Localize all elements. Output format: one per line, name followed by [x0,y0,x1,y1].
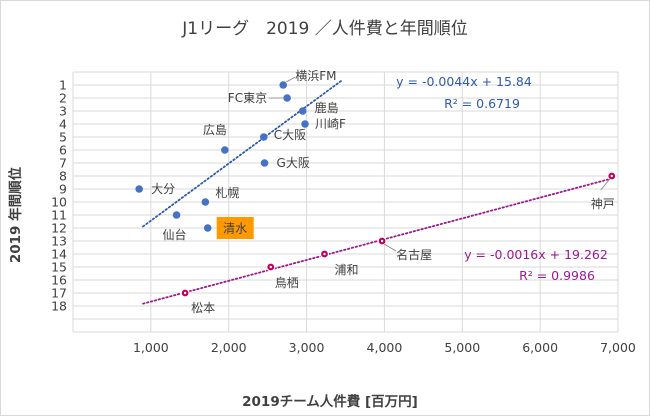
x-tick-label: 5,000 [444,340,480,355]
point-label: 仙台 [163,227,187,242]
x-tick-label: 2,000 [211,340,247,355]
y-tick-label: 1 [59,78,67,93]
point-label: 清水 [223,222,247,236]
label-leader-line [383,243,397,252]
y-tick-label: 18 [51,299,67,314]
trend-r2: R² = 0.6719 [444,96,520,111]
point-label: 広島 [203,122,227,137]
data-point [301,120,309,128]
y-tick-label: 16 [51,273,67,288]
gridlines [72,71,619,333]
x-axis-title: 2019チーム人件費 [百万円] [242,393,418,410]
label-leader-line [600,178,611,191]
data-point [172,211,181,219]
point-label: 大分 [151,182,175,196]
data-point-center [323,252,326,256]
x-tick-label: 4,000 [367,340,403,355]
y-tick-label: 6 [59,143,67,158]
data-point [260,159,269,167]
point-label: 浦和 [334,263,358,277]
data-point [135,185,143,193]
point-label: FC東京 [228,91,267,105]
point-label: 松本 [191,301,215,315]
point-label: 名古屋 [396,247,432,262]
data-point-center [610,174,613,178]
y-tick-label: 2 [59,91,67,106]
x-tick-label: 1,000 [133,340,169,355]
data-point [283,94,291,102]
y-tick-label: 15 [51,260,67,275]
y-tick-label: 9 [59,182,67,197]
data-point-center [269,265,272,269]
point-label: 札幌 [215,185,239,200]
y-tick-label: 17 [51,286,67,301]
y-tick-label: 5 [59,130,67,145]
data-point [298,107,307,115]
point-label: 神戸 [591,197,615,211]
x-tick-label: 6,000 [522,340,558,355]
point-label: 鳥栖 [275,275,299,290]
point-label: 横浜FM [295,69,336,83]
y-tick-label: 3 [59,104,67,119]
trend-r2: R² = 0.9986 [519,268,595,283]
point-labels: y = -0.0044x + 15.84 R² = 0.6719 y = -0.00… [151,69,615,315]
y-tick-label: 4 [59,117,67,132]
point-label: C大阪 [274,128,306,142]
trend-equation: y = -0.0016x + 19.262 [464,247,608,262]
data-point-center [183,291,187,295]
data-point [201,198,210,206]
data-point [259,133,268,141]
y-tick-label: 13 [51,234,67,249]
y-tick-label: 10 [51,195,67,210]
data-point [221,146,229,154]
data-point-center [380,239,384,243]
y-tick-label: 11 [51,208,67,223]
y-tick-label: 8 [59,169,67,184]
y-tick-label: 7 [59,156,67,171]
x-tick-label: 3,000 [289,340,325,355]
data-point [279,81,288,89]
y-tick-label: 14 [51,247,67,262]
point-label: 川崎F [315,117,346,131]
chart-title: J1リーグ 2019 ／人件費と年間順位 [181,19,468,39]
y-axis-title: 2019 年間順位 [7,166,24,263]
trendline-1 [142,79,343,228]
y-tick-label: 12 [51,221,67,236]
trend-equation: y = -0.0044x + 15.84 [396,74,532,89]
highlight-box [216,217,254,239]
x-tick-label: 7,000 [600,340,636,355]
data-points [135,81,617,298]
point-label: G大阪 [277,156,310,170]
point-label: 鹿島 [315,100,339,115]
label-leader-line [286,76,296,83]
data-point [203,224,212,232]
